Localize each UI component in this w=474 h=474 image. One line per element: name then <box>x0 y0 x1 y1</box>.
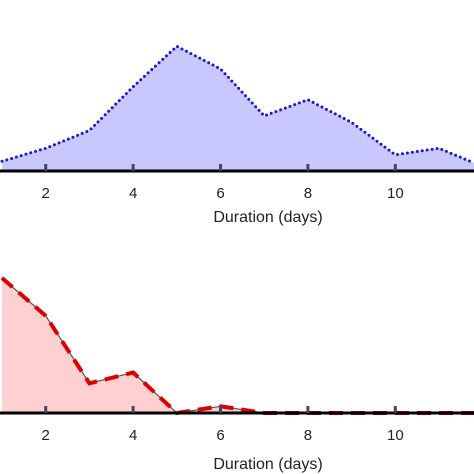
bottom-x-ticks: 2 4 6 8 10 <box>42 406 404 444</box>
top-x-tick-label-2: 6 <box>216 185 224 202</box>
bottom-panel: 2 4 6 8 10 Duration (days) <box>0 276 474 473</box>
top-panel: 2 4 6 8 10 Duration (days) <box>0 44 474 226</box>
top-x-ticks: 2 4 6 8 10 <box>42 164 404 202</box>
top-x-axis-label: Duration (days) <box>213 209 322 226</box>
top-x-tick-label-1: 4 <box>129 185 137 202</box>
top-series-0-line <box>0 44 474 165</box>
bottom-x-tick-label-0: 2 <box>42 427 50 444</box>
bottom-series-0-area <box>2 278 474 413</box>
bottom-x-tick-label-3: 8 <box>304 427 312 444</box>
top-line-layer <box>0 44 474 165</box>
bottom-x-tick-label-1: 4 <box>129 427 137 444</box>
bottom-x-axis-label: Duration (days) <box>213 456 322 473</box>
top-x-tick-label-4: 10 <box>387 185 404 202</box>
top-x-tick-label-3: 8 <box>304 185 312 202</box>
bottom-x-tick-label-2: 6 <box>216 427 224 444</box>
top-series-0-area <box>2 46 474 171</box>
bottom-x-tick-label-4: 10 <box>387 427 404 444</box>
top-area-layer <box>2 46 474 171</box>
top-x-tick-label-0: 2 <box>42 185 50 202</box>
bottom-area-layer <box>2 278 474 413</box>
